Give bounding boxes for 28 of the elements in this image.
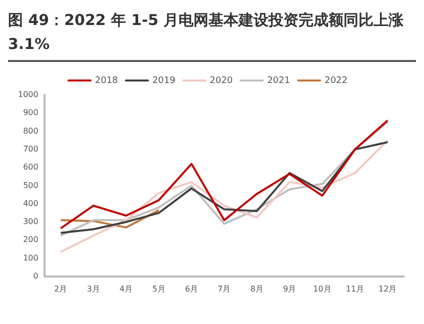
legend-label: 2021	[267, 76, 290, 86]
y-tick-label: 0	[33, 271, 38, 280]
legend-label: 2022	[324, 76, 348, 86]
y-tick-label: 200	[23, 235, 38, 244]
x-tick-label: 4月	[120, 284, 133, 294]
legend-label: 2020	[210, 76, 233, 86]
y-tick-label: 400	[23, 198, 38, 208]
y-tick-label: 800	[23, 126, 38, 136]
x-tick-label: 8月	[250, 284, 264, 294]
x-tick-label: 9月	[283, 284, 296, 294]
y-tick-label: 300	[23, 217, 38, 226]
x-tick-label: 5月	[152, 284, 166, 294]
x-tick-label: 10月	[313, 284, 332, 294]
x-tick-label: 6月	[184, 284, 198, 294]
y-tick-label: 1000	[18, 90, 38, 100]
x-tick-label: 11月	[346, 284, 364, 294]
y-tick-label: 500	[23, 180, 38, 190]
y-tick-label: 600	[23, 162, 38, 172]
y-tick-label: 900	[23, 108, 38, 118]
legend-label: 2018	[94, 76, 118, 86]
x-tick-label: 7月	[218, 284, 231, 294]
y-tick-label: 700	[23, 144, 38, 154]
x-tick-label: 3月	[86, 284, 100, 294]
chart-title: 图 49：2022 年 1-5 月电网基本建设投资完成额同比上涨 3.1%	[8, 8, 416, 62]
legend-label: 2019	[152, 76, 176, 86]
y-tick-label: 100	[23, 253, 38, 262]
x-tick-label: 12月	[378, 284, 397, 294]
x-tick-label: 2月	[54, 284, 68, 294]
